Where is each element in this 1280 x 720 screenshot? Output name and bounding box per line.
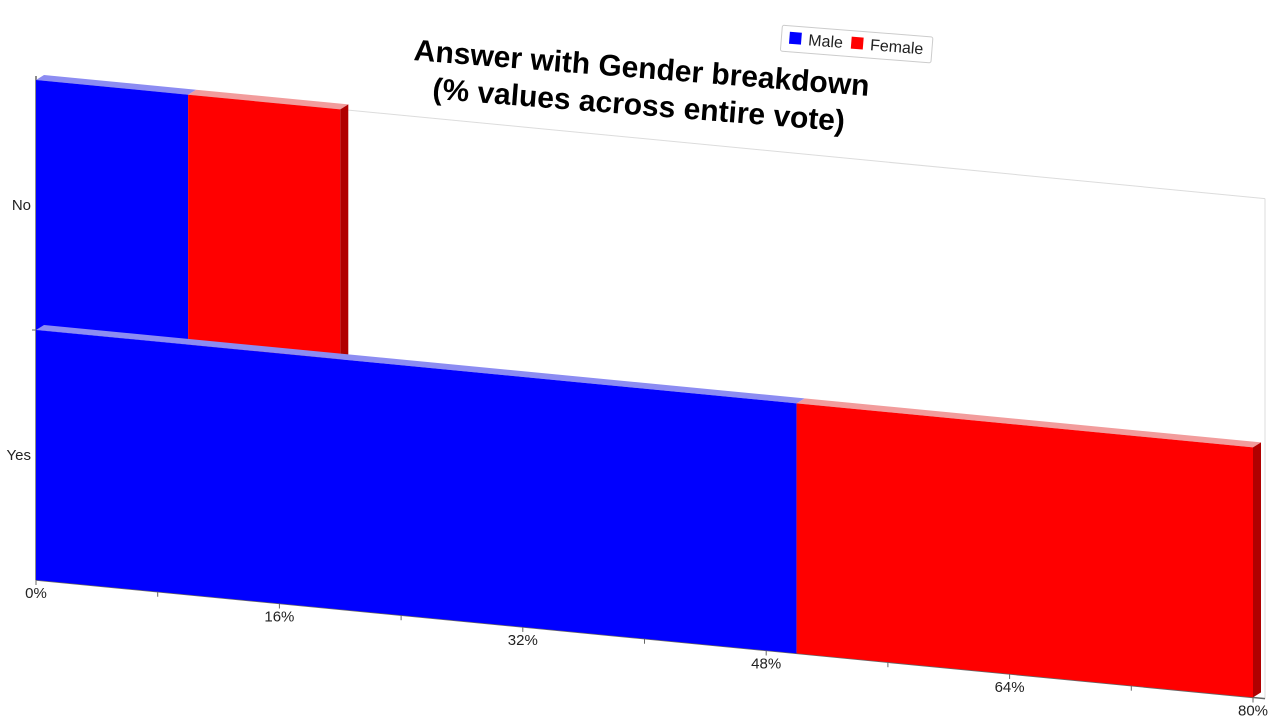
bar-yes-male [36, 325, 805, 654]
bar-front-face [36, 80, 189, 345]
y-tick-label: Yes [7, 447, 31, 464]
legend-swatch-female [850, 36, 864, 50]
bar-top-face [36, 75, 197, 95]
x-tick-label: 64% [995, 679, 1025, 696]
bar-front-face [796, 403, 1253, 698]
legend-swatch-male [788, 31, 802, 45]
bar-top-face [188, 89, 349, 110]
bar-front-face [188, 94, 341, 360]
bar-top-face [796, 398, 1261, 448]
bar-yes-female [796, 398, 1261, 698]
y-axis: No Yes [7, 197, 36, 464]
bar-no-male [36, 75, 197, 345]
bars [36, 75, 1261, 698]
legend: Male Female [780, 24, 934, 64]
x-tick-label: 0% [25, 585, 47, 602]
bar-top-face [36, 325, 805, 404]
bar-no-female [188, 89, 349, 360]
x-tick-label: 32% [508, 632, 538, 649]
x-tick-label: 16% [264, 609, 294, 626]
bar-front-face [36, 330, 797, 654]
bar-side-face [340, 104, 349, 360]
x-axis: 0% 16% 32% 48% 64% 80% [25, 580, 1268, 719]
legend-label-female: Female [869, 37, 924, 58]
x-tick-label: 80% [1238, 702, 1268, 719]
legend-label-male: Male [808, 32, 844, 52]
y-tick-label: No [12, 197, 31, 214]
x-tick-label: 48% [751, 656, 781, 673]
bar-side-face [1253, 442, 1261, 698]
